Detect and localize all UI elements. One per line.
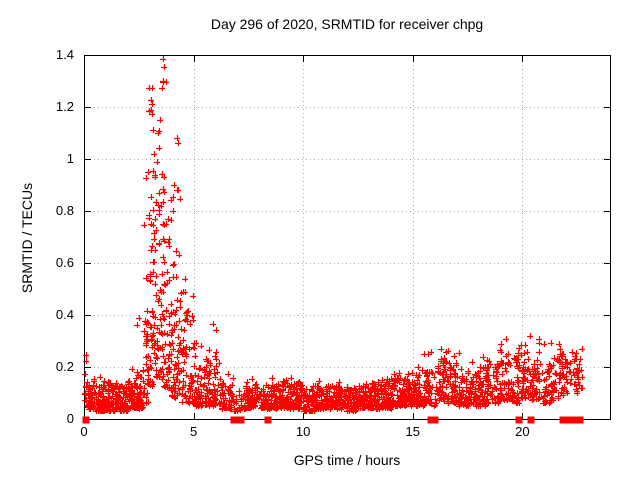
x-tick-label: 20 bbox=[515, 424, 530, 439]
zero-flag-square bbox=[561, 416, 569, 424]
axis-ticks bbox=[84, 55, 610, 420]
y-tick-label: 0.6 bbox=[55, 255, 74, 270]
y-tick-label: 0.8 bbox=[55, 203, 74, 218]
scatter-points bbox=[82, 56, 585, 414]
chart-title: Day 296 of 2020, SRMTID for receiver chp… bbox=[210, 16, 484, 32]
zero-flag-square bbox=[82, 416, 90, 424]
y-tick-label: 1 bbox=[66, 151, 74, 166]
zero-flag-square bbox=[237, 416, 245, 424]
y-tick-label: 0 bbox=[66, 411, 74, 426]
grid-lines bbox=[86, 57, 608, 417]
x-tick-label: 15 bbox=[405, 424, 420, 439]
y-tick-label: 1.4 bbox=[55, 47, 74, 62]
plot-border bbox=[84, 55, 611, 420]
x-tick-label: 10 bbox=[295, 424, 311, 439]
y-tick-label: 1.2 bbox=[55, 99, 74, 114]
zero-flag-square bbox=[570, 416, 578, 424]
zero-flag-square bbox=[515, 416, 523, 424]
zero-flag-square bbox=[431, 416, 439, 424]
x-tick-label: 0 bbox=[80, 424, 88, 439]
zero-flag-squares bbox=[82, 416, 584, 424]
zero-flag-square bbox=[427, 416, 435, 424]
x-tick-label: 5 bbox=[189, 424, 198, 439]
y-tick-label: 0.2 bbox=[55, 359, 74, 374]
zero-flag-square bbox=[264, 416, 272, 424]
x-axis-label: GPS time / hours bbox=[293, 452, 401, 468]
zero-flag-square bbox=[527, 416, 535, 424]
y-tick-label: 0.4 bbox=[55, 307, 74, 322]
zero-flag-square bbox=[576, 416, 584, 424]
